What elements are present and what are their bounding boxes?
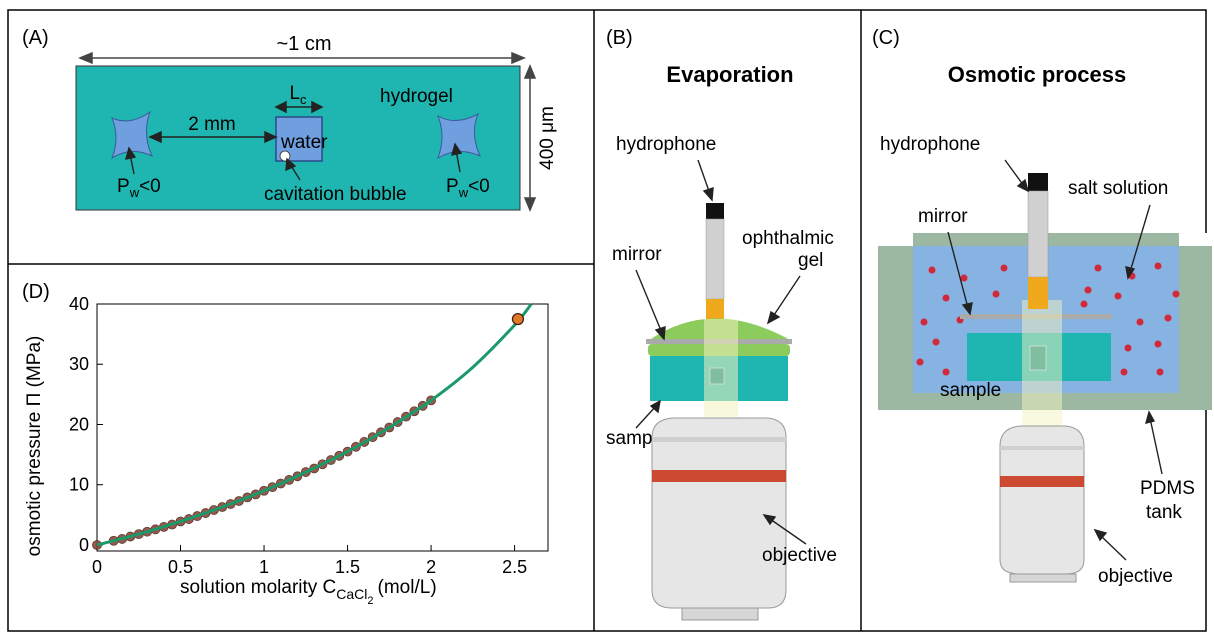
- x-tick-label: 2: [426, 557, 436, 577]
- cavitation-bubble: [279, 150, 291, 162]
- hydrophone-c-tip: [1028, 173, 1048, 191]
- hydrophone-b-body: [705, 218, 725, 300]
- y-tick-label: 10: [69, 475, 89, 495]
- objective-b: [651, 417, 787, 621]
- chart-area: 0 0.5 1 1.5 2 2.5 0 10 20 30 40: [69, 294, 549, 577]
- pdms-label-2: tank: [1146, 502, 1182, 523]
- x-tick-label: 1.5: [335, 557, 360, 577]
- mirror-b-label: mirror: [612, 244, 662, 265]
- objective-b-arrow: [762, 514, 807, 545]
- gel-arrow: [766, 275, 801, 325]
- pw-left-label: Pw<0: [117, 176, 161, 200]
- pw-right-label: Pw<0: [446, 176, 490, 200]
- gap-label: 2 mm: [188, 114, 236, 135]
- width-arrow: [78, 51, 526, 65]
- objective-c-label: objective: [1098, 566, 1173, 587]
- x-tick-label: 0.5: [168, 557, 193, 577]
- x-tick-label: 2.5: [502, 557, 527, 577]
- x-axis-label: solution molarity CCaCl2(mol/L): [180, 577, 437, 607]
- left-cavity: [110, 110, 154, 160]
- fit-curve: [96, 303, 533, 547]
- salt-arrow: [1125, 204, 1151, 280]
- y-tick-label: 40: [69, 294, 89, 314]
- panel-a-label: (A): [22, 27, 49, 49]
- pdms-arrow: [1145, 410, 1163, 475]
- sample-c-inclusion: [1029, 345, 1047, 371]
- panel-d-label: (D): [22, 281, 50, 303]
- pw-arrows: [125, 142, 463, 175]
- panel-b-label: (B): [606, 27, 633, 49]
- plot-frame: [96, 303, 549, 552]
- y-axis-label: osmotic pressure Π (MPa): [24, 336, 45, 557]
- mirror-b-arrow: [635, 269, 666, 341]
- height-label: 400 μm: [537, 106, 558, 170]
- y-tick-label: 0: [79, 535, 89, 555]
- highlight-point: [511, 312, 525, 326]
- sample-b-arrow: [635, 399, 661, 429]
- panel-b-title: Evaporation: [666, 62, 793, 87]
- objective-c-arrow: [1093, 528, 1127, 561]
- hydrophone-c-label: hydrophone: [880, 134, 980, 155]
- sample-b-inclusion: [709, 367, 725, 385]
- salt-label: salt solution: [1068, 178, 1168, 199]
- panel-a: (A) ~1 cm 400 μm Lc: [22, 27, 558, 212]
- sample-c-label: sample: [940, 380, 1001, 401]
- hydrophone-c-band: [1028, 277, 1048, 309]
- panel-b: (B) Evaporation hydrophone mirror ophtha…: [606, 27, 837, 621]
- hydrophone-b-label: hydrophone: [616, 134, 716, 155]
- hydrogel-label: hydrogel: [380, 86, 453, 107]
- lc-label: Lc: [289, 83, 307, 107]
- gel-label-1: ophthalmic: [742, 228, 834, 249]
- hydrophone-c-arrow: [1004, 159, 1030, 193]
- hydrophone-c-body: [1027, 190, 1049, 278]
- pdms-label-1: PDMS: [1140, 478, 1195, 499]
- panel-d: (D) 0 0.5 1 1.5 2 2.5 0 10 20 30 40 osmotic pressu…: [22, 281, 549, 607]
- bubble-label: cavitation bubble: [264, 184, 407, 205]
- water-label: water: [280, 132, 328, 153]
- mirror-c-label: mirror: [918, 206, 968, 227]
- objective-b-label: objective: [762, 545, 837, 566]
- hydrophone-b-tip: [706, 203, 724, 219]
- mirror-c-arrow: [947, 231, 973, 316]
- salt-ions: [916, 262, 1180, 376]
- panel-c-title: Osmotic process: [948, 62, 1127, 87]
- tank-gap-right: [1179, 233, 1212, 246]
- tank-gap-left: [878, 233, 913, 246]
- y-tick-label: 30: [69, 354, 89, 374]
- y-tick-label: 20: [69, 414, 89, 434]
- lc-arrow: [274, 100, 324, 114]
- gap-arrow: [148, 130, 278, 144]
- x-tick-label: 0: [92, 557, 102, 577]
- panel-c: (C) Osmotic process hydrophone: [872, 27, 1212, 587]
- hydrophone-b-arrow: [697, 159, 714, 202]
- bubble-arrow: [285, 157, 301, 181]
- objective-c: [999, 425, 1085, 583]
- right-cavity: [437, 112, 482, 160]
- width-label: ~1 cm: [276, 33, 331, 55]
- gel-label-2: gel: [798, 250, 823, 271]
- x-tick-label: 1: [259, 557, 269, 577]
- height-arrow: [523, 64, 537, 212]
- hydrophone-b-band: [706, 299, 724, 319]
- panel-c-label: (C): [872, 27, 900, 49]
